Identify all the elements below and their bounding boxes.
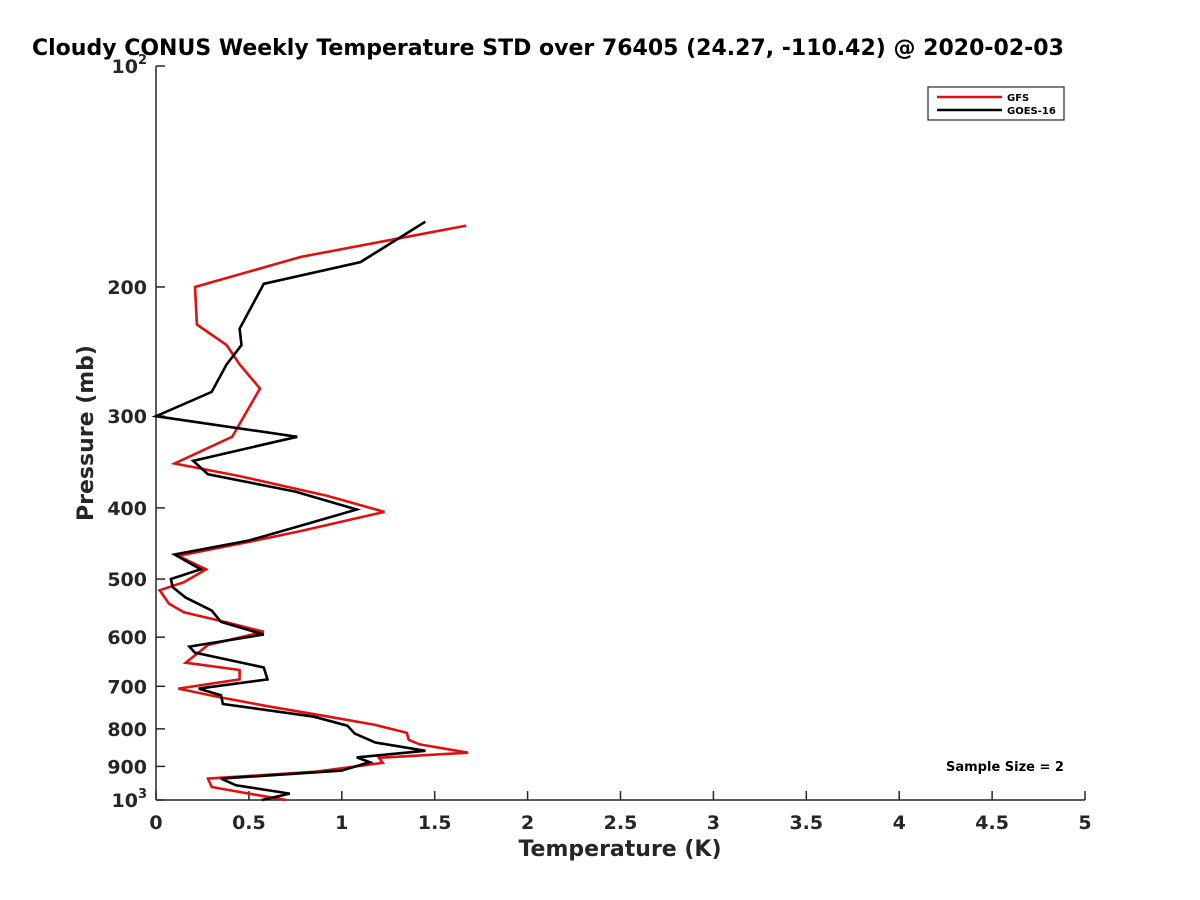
- y-tick-label: 600: [107, 627, 147, 649]
- series-line-gfs: [157, 224, 469, 802]
- x-tick-label: 3.5: [789, 812, 823, 834]
- legend: GFS GOES-16: [927, 86, 1065, 121]
- legend-label-goes16: GOES-16: [1007, 106, 1056, 117]
- y-tick-exponent: 3: [138, 787, 147, 802]
- x-tick-label: 2: [521, 812, 534, 834]
- y-tick-label: 900: [107, 756, 147, 778]
- axes: [155, 66, 1085, 801]
- x-ticks: 0 0.5 1 1.5 2 2.5 3 3.5 4 4.5 5: [149, 791, 1092, 834]
- y-tick-base: 10: [112, 56, 138, 78]
- sample-size-annotation: Sample Size = 2: [946, 760, 1064, 775]
- y-tick-base: 900: [107, 756, 147, 778]
- y-axis-label: Pressure (mb): [74, 345, 99, 521]
- x-tick-label: 3: [707, 812, 720, 834]
- x-tick-label: 1.5: [418, 812, 452, 834]
- x-tick-label: 0: [149, 812, 162, 834]
- series-line-goes16: [151, 220, 427, 802]
- x-tick-label: 4: [893, 812, 906, 834]
- x-tick-label: 4.5: [975, 812, 1009, 834]
- y-tick-label: 300: [107, 406, 147, 428]
- x-tick-label: 2.5: [604, 812, 638, 834]
- legend-box: [927, 86, 1065, 121]
- x-axis-label: Temperature (K): [518, 837, 721, 862]
- x-tick-label: 0.5: [232, 812, 266, 834]
- y-tick-base: 700: [107, 676, 147, 698]
- y-tick-label: 200: [107, 277, 147, 299]
- y-tick-base: 200: [107, 277, 147, 299]
- legend-label-gfs: GFS: [1007, 93, 1029, 104]
- y-tick-label: 500: [107, 569, 147, 591]
- y-tick-base: 300: [107, 406, 147, 428]
- y-tick-base: 400: [107, 498, 147, 520]
- y-tick-base: 10: [112, 790, 138, 812]
- series-layer: [151, 220, 469, 802]
- y-tick-base: 600: [107, 627, 147, 649]
- x-tick-label: 5: [1078, 812, 1091, 834]
- y-tick-label: 103: [112, 787, 148, 812]
- x-tick-label: 1: [335, 812, 348, 834]
- y-tick-label: 800: [107, 719, 147, 741]
- y-tick-label: 102: [112, 53, 148, 78]
- y-tick-base: 800: [107, 719, 147, 741]
- y-tick-label: 700: [107, 676, 147, 698]
- chart-title: Cloudy CONUS Weekly Temperature STD over…: [32, 36, 1064, 61]
- y-tick-exponent: 2: [138, 53, 147, 68]
- y-tick-base: 500: [107, 569, 147, 591]
- y-tick-label: 400: [107, 498, 147, 520]
